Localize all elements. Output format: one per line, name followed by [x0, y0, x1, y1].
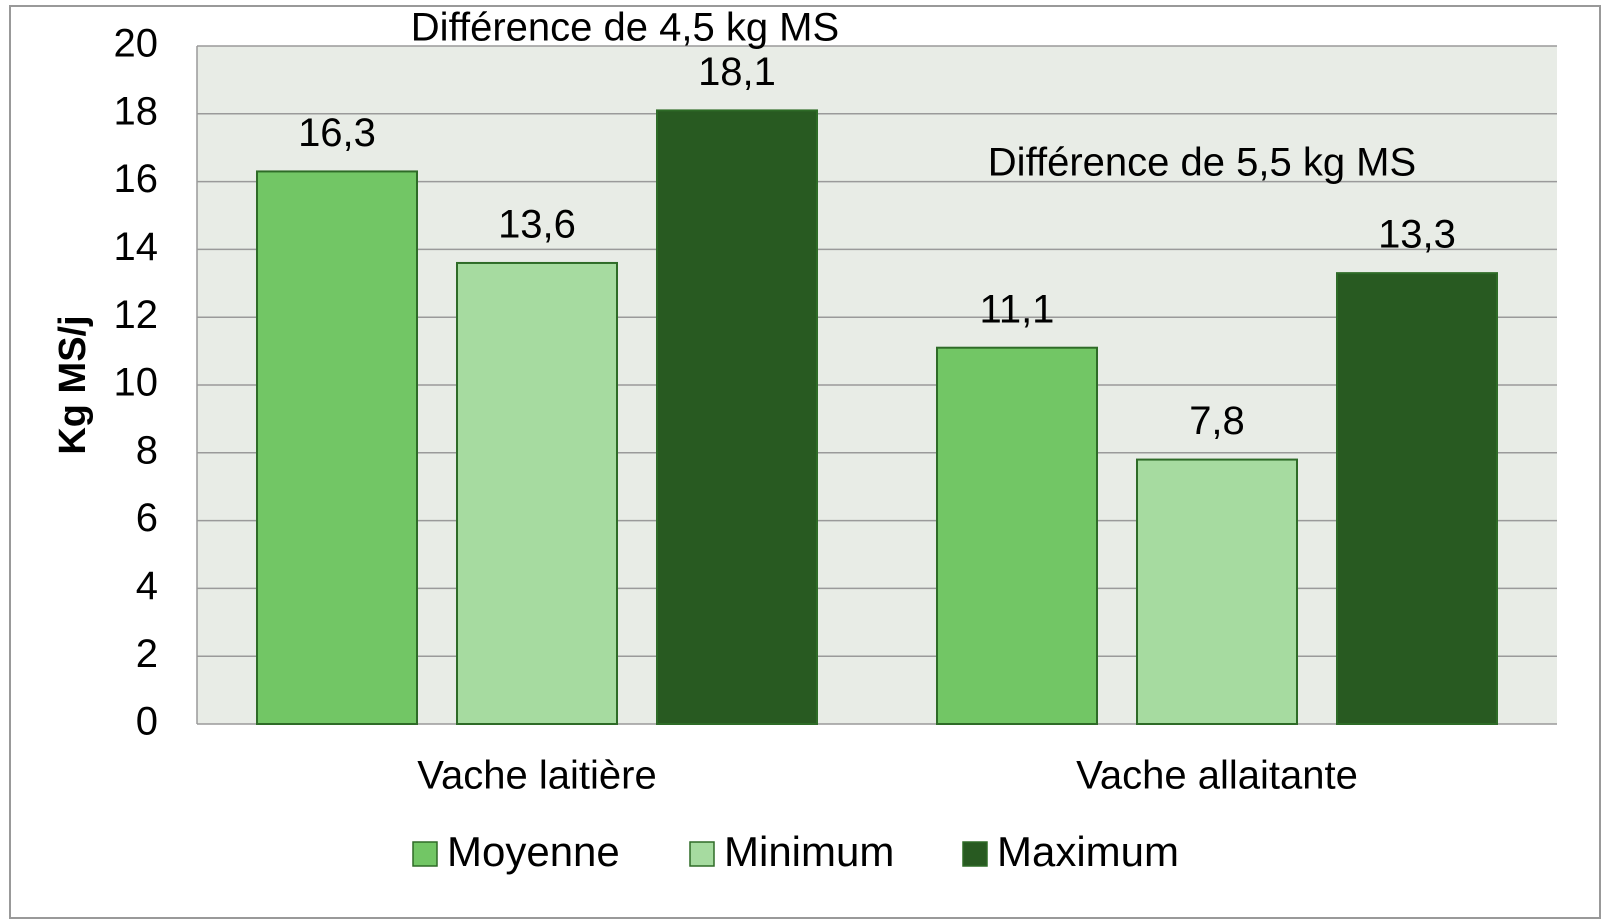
bar: [656, 109, 818, 726]
bar: [936, 346, 1098, 725]
bar: [256, 170, 418, 725]
legend-label: Maximum: [997, 828, 1179, 875]
value-label: 16,3: [298, 111, 376, 155]
value-label: 7,8: [1189, 399, 1245, 443]
legend-label: Moyenne: [447, 828, 620, 875]
legend-swatch: [412, 841, 438, 867]
y-tick-label: 8: [136, 428, 158, 472]
x-tick-label: Vache allaitante: [1076, 754, 1358, 798]
y-tick-label: 18: [114, 89, 159, 133]
x-tick-label: Vache laitière: [417, 754, 656, 798]
y-tick-label: 6: [136, 496, 158, 540]
y-tick-label: 2: [136, 632, 158, 676]
value-label: 18,1: [698, 50, 776, 94]
value-label: 13,3: [1378, 213, 1456, 257]
y-tick-label: 16: [114, 157, 159, 201]
y-tick-label: 10: [114, 361, 159, 405]
annotation: Différence de 4,5 kg MS: [411, 6, 839, 50]
y-tick-label: 0: [136, 700, 158, 744]
bar: [1336, 272, 1498, 725]
bar: [456, 261, 618, 725]
value-label: 13,6: [498, 203, 576, 247]
value-label: 11,1: [980, 287, 1055, 331]
annotation: Différence de 5,5 kg MS: [988, 141, 1416, 185]
legend-swatch: [689, 841, 715, 867]
y-tick-label: 20: [114, 22, 159, 66]
legend-swatch: [962, 841, 988, 867]
y-tick-label: 14: [114, 225, 159, 269]
legend-label: Minimum: [724, 828, 894, 875]
y-tick-label: 4: [136, 564, 158, 608]
bar: [1136, 458, 1298, 725]
y-tick-label: 12: [114, 293, 159, 337]
y-axis-label: Kg MS/j: [52, 315, 94, 454]
